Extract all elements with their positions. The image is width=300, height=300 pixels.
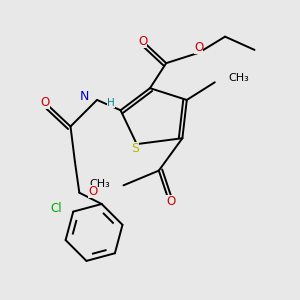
Text: S: S [131, 142, 139, 155]
Text: CH₃: CH₃ [89, 179, 110, 189]
Text: O: O [166, 195, 175, 208]
Text: H: H [107, 98, 115, 109]
Text: O: O [194, 41, 203, 54]
Text: Cl: Cl [50, 202, 62, 214]
Text: O: O [41, 95, 50, 109]
Text: N: N [80, 90, 89, 103]
Text: O: O [138, 34, 147, 48]
Text: CH₃: CH₃ [228, 73, 249, 83]
Text: O: O [88, 185, 98, 198]
